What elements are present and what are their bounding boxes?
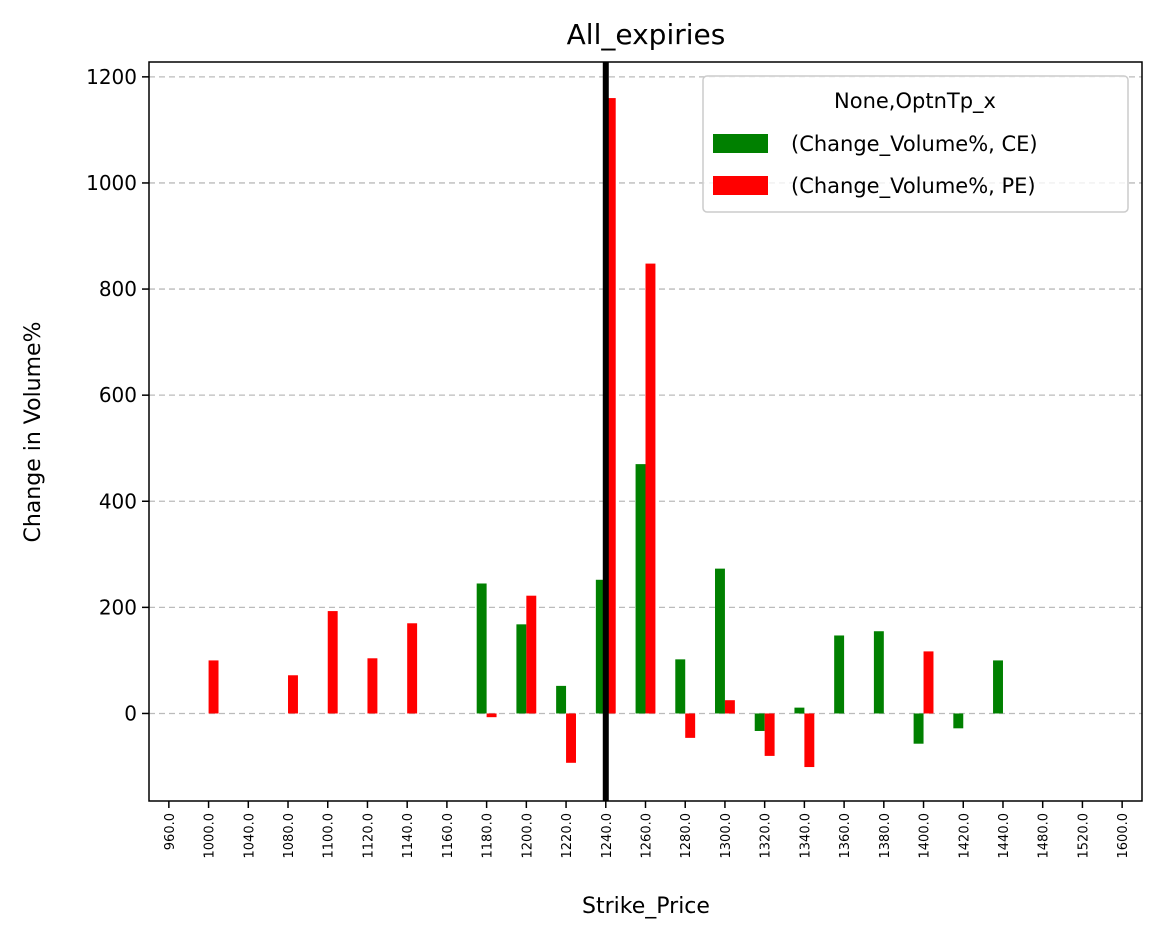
legend-label-pe: (Change_Volume%, PE) [791, 174, 1036, 199]
bar-ce [595, 579, 606, 714]
x-tick-label: 1420.0 [957, 813, 972, 859]
y-tick-label: 1000 [86, 171, 137, 195]
y-tick-label: 400 [99, 489, 137, 513]
x-tick-label: 1160.0 [441, 813, 456, 859]
x-tick-label: 1260.0 [640, 813, 655, 859]
bar-pe [288, 675, 298, 714]
bar-pe [486, 713, 497, 718]
x-tick-label: 1520.0 [1076, 813, 1091, 859]
bar-ce [794, 707, 805, 714]
x-tick-label: 960.0 [163, 813, 178, 850]
y-tick-label: 1200 [86, 65, 137, 89]
bar-ce [953, 713, 964, 729]
bar-pe [724, 700, 735, 714]
bar-pe [685, 713, 696, 738]
bar-ce [635, 464, 646, 714]
bar-pe [605, 98, 616, 714]
x-tick-label: 1360.0 [838, 813, 853, 859]
x-tick-label: 1400.0 [918, 813, 933, 859]
x-tick-label: 1080.0 [282, 813, 297, 859]
x-tick-label: 1100.0 [322, 813, 337, 859]
bar-ce [675, 659, 686, 714]
y-tick-label: 200 [99, 595, 137, 619]
y-tick-label: 600 [99, 383, 137, 407]
x-tick-label: 1240.0 [600, 813, 615, 859]
x-tick-label: 1300.0 [719, 813, 734, 859]
legend-swatch-ce [713, 134, 768, 153]
bar-ce [993, 660, 1003, 714]
y-axis: 0 200 400 600 800 1000 1200 [86, 65, 149, 725]
bar-ce [476, 583, 487, 714]
chart-title: All_expiries [567, 18, 726, 51]
legend-label-ce: (Change_Volume%, CE) [791, 132, 1038, 157]
bar-pe [407, 623, 418, 714]
bar-ce [754, 713, 765, 731]
x-tick-label: 1320.0 [759, 813, 774, 859]
x-axis-label: Strike_Price [582, 894, 710, 919]
legend-title: None,OptnTp_x [834, 89, 996, 114]
y-tick-label: 0 [124, 701, 137, 725]
x-tick-label: 1180.0 [481, 813, 496, 859]
bar-ce [715, 568, 725, 714]
bar-pe [327, 611, 338, 714]
bar-pe [804, 713, 815, 768]
x-tick-label: 1200.0 [520, 813, 535, 859]
x-tick-label: 1480.0 [1037, 813, 1052, 859]
bar-ce [556, 685, 567, 714]
bar-pe [645, 263, 656, 714]
x-tick-label: 1120.0 [361, 813, 376, 859]
bar-ce [516, 624, 527, 714]
legend-swatch-pe [713, 176, 768, 195]
y-tick-label: 800 [99, 277, 137, 301]
x-tick-label: 1440.0 [997, 813, 1012, 859]
bar-pe [208, 660, 219, 714]
bar-ce [873, 631, 884, 714]
x-tick-label: 1340.0 [798, 813, 813, 859]
bars [208, 98, 1003, 768]
x-axis: 960.0 1000.0 1040.0 1080.0 1100.0 1120.0 1140.… [163, 801, 1131, 859]
bar-pe [923, 651, 934, 714]
bar-pe [526, 595, 537, 714]
bar-pe [367, 658, 378, 714]
x-tick-label: 1600.0 [1116, 813, 1131, 859]
y-axis-label: Change in Volume% [21, 322, 46, 543]
gridlines [149, 76, 1142, 715]
x-tick-label: 1280.0 [679, 813, 694, 859]
x-tick-label: 1380.0 [878, 813, 893, 859]
bar-pe [764, 713, 775, 756]
bar-ce [913, 713, 924, 744]
x-tick-label: 1220.0 [560, 813, 575, 859]
legend: None,OptnTp_x (Change_Volume%, CE) (Chan… [702, 75, 1129, 213]
bar-ce [834, 635, 845, 714]
bar-pe [566, 713, 576, 763]
x-tick-label: 1000.0 [203, 813, 218, 859]
x-tick-label: 1140.0 [401, 813, 416, 859]
x-tick-label: 1040.0 [242, 813, 257, 859]
legend-box [702, 75, 1129, 213]
